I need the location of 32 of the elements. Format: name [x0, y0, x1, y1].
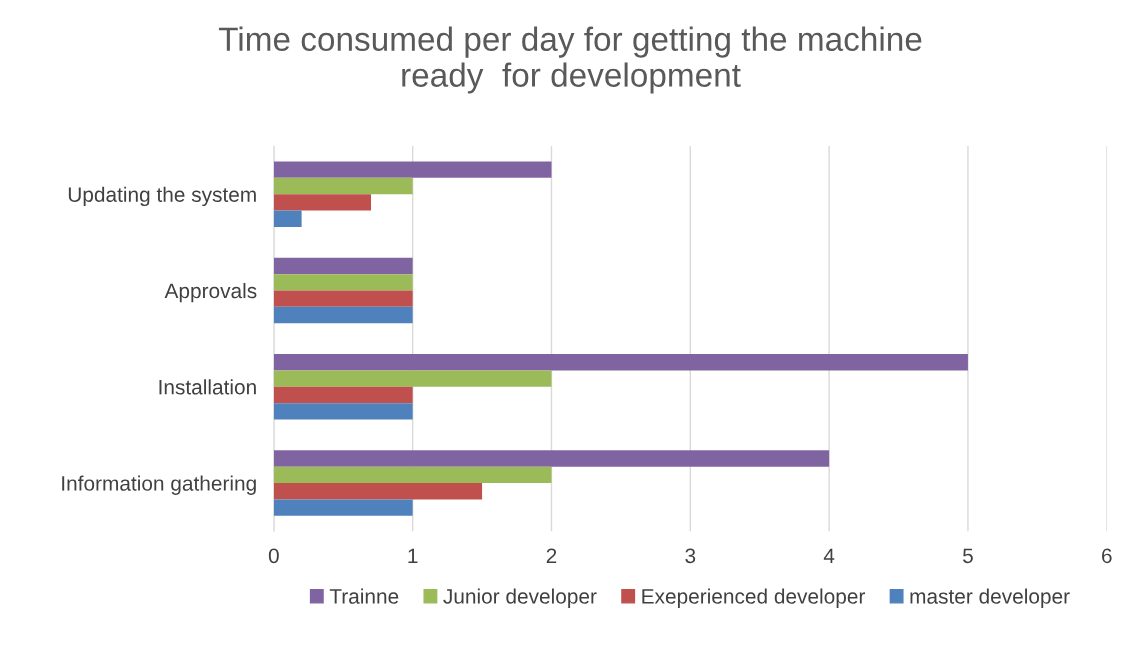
x-tick-label: 1 [408, 548, 418, 563]
bar [273, 306, 413, 324]
x-tick-label: 2 [546, 548, 557, 563]
bar [273, 499, 413, 516]
bar [273, 370, 552, 387]
x-tick-label: 3 [685, 548, 696, 564]
bar [273, 450, 830, 467]
x-tick-label: 4 [823, 548, 835, 563]
bar [273, 257, 413, 275]
y-tick-label: Information gathering [62, 475, 256, 495]
bar [273, 483, 483, 500]
y-tick-label: Installation [159, 379, 256, 395]
bar [273, 290, 413, 307]
chart-title: Time consumed per day for getting the machine ready for development [218, 26, 922, 94]
x-tick-label: 6 [1102, 548, 1112, 564]
bar [273, 354, 968, 371]
legend-label: Trainne [329, 588, 399, 604]
legend-label: master developer [910, 588, 1070, 608]
bar [273, 177, 413, 195]
bar [273, 161, 552, 178]
bar [273, 403, 413, 420]
legend-label: Exeperienced developer [642, 588, 866, 608]
bar [273, 466, 552, 484]
y-tick-label: Updating the system [68, 186, 256, 207]
x-tick-label: 0 [268, 548, 279, 564]
x-tick-label: 5 [962, 548, 973, 564]
bar [273, 274, 413, 291]
bar [273, 386, 413, 404]
y-tick-label: Approvals [164, 282, 257, 303]
bar [273, 210, 302, 227]
legend-label: Junior developer [443, 588, 597, 608]
bar [273, 194, 372, 211]
